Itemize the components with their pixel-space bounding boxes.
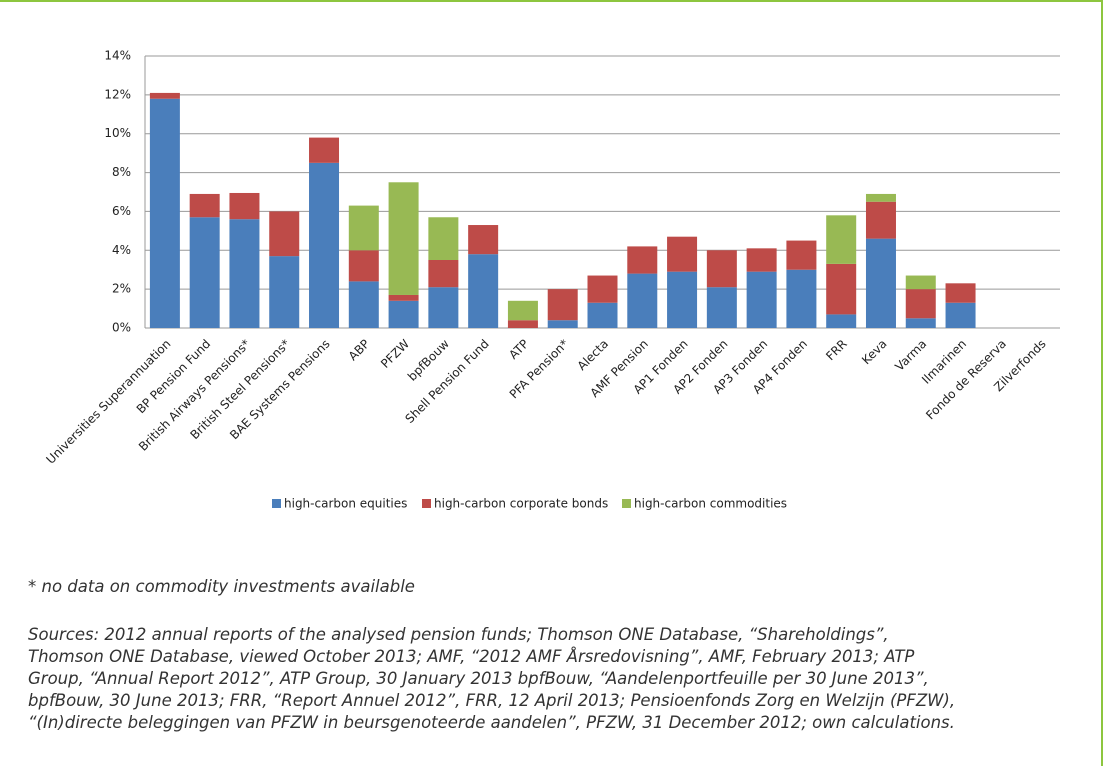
legend-swatch (622, 499, 631, 508)
bar-segment (348, 205, 379, 251)
legend-swatch (422, 499, 431, 508)
bar-segment (865, 238, 896, 328)
bar-segment (826, 215, 857, 264)
y-tick-label: 14% (104, 49, 131, 63)
sources: Sources: 2012 annual reports of the anal… (28, 624, 955, 734)
legend-swatch (272, 499, 281, 508)
x-tick-label: FRR (823, 337, 850, 364)
bar-segment (587, 302, 618, 328)
bar-segment (706, 287, 737, 328)
bar-segment (706, 250, 737, 288)
bar-segment (428, 260, 459, 288)
x-tick-label: ATP (506, 337, 531, 362)
x-tick-label: ABP (346, 337, 373, 364)
source-line: Thomson ONE Database, viewed October 201… (28, 647, 915, 666)
bar-segment (786, 240, 817, 270)
bar-segment (786, 269, 817, 328)
bar-segment (547, 289, 578, 321)
legend-label: high-carbon commodities (634, 497, 787, 511)
bar-segment (667, 271, 698, 328)
legend-label: high-carbon equities (284, 497, 407, 511)
bar-segment (269, 211, 300, 257)
bar-segment (229, 192, 260, 220)
bar-segment (348, 250, 379, 282)
bar-segment (587, 275, 618, 303)
bar-segment (826, 314, 857, 328)
x-tick-label: BP Pension Fund (134, 337, 214, 417)
source-line: Sources: 2012 annual reports of the anal… (28, 625, 889, 644)
bar-segment (905, 318, 936, 328)
bar-segment (667, 236, 698, 272)
source-line: “(In)directe beleggingen van PFZW in beu… (28, 713, 955, 732)
bar-segment (149, 98, 180, 328)
x-tick-label: Varma (892, 337, 929, 374)
footnote: * no data on commodity investments avail… (28, 577, 415, 596)
bar-segment (865, 201, 896, 239)
bar-segment (507, 320, 538, 328)
bar-segment (229, 219, 260, 328)
source-line: Group, “Annual Report 2012”, ATP Group, … (28, 669, 929, 688)
bar-segment (627, 273, 658, 328)
bar-segment (309, 137, 340, 163)
bar-segment (746, 271, 777, 328)
y-tick-label: 8% (112, 165, 131, 179)
bar-segment (826, 263, 857, 315)
bar-segment (507, 300, 538, 321)
bar-segment (746, 248, 777, 272)
x-tick-label: Keva (859, 337, 889, 367)
bar-segment (269, 256, 300, 328)
y-tick-label: 6% (112, 204, 131, 218)
source-line: bpfBouw, 30 June 2013; FRR, “Report Annu… (28, 691, 956, 710)
chart: 0%2%4%6%8%10%12%14%Universities Superann… (43, 49, 1060, 511)
bar-segment (189, 217, 220, 328)
bar-segment (428, 287, 459, 328)
legend-label: high-carbon corporate bonds (434, 497, 608, 511)
bar-segment (388, 300, 419, 328)
bar-segment (388, 294, 419, 301)
bar-segment (945, 302, 976, 328)
x-tick-label: Alecta (575, 337, 611, 373)
bar-segment (309, 162, 340, 328)
bar-segment (348, 281, 379, 328)
bar-segment (468, 225, 499, 255)
y-tick-label: 0% (112, 321, 131, 335)
bar-segment (468, 254, 499, 328)
bar-segment (945, 283, 976, 303)
bar-segment (627, 246, 658, 274)
bar-segment (189, 193, 220, 218)
y-tick-label: 10% (104, 126, 131, 140)
bar-segment (149, 92, 180, 99)
bar-segment (547, 320, 578, 328)
bar-segment (388, 182, 419, 295)
y-tick-label: 12% (104, 87, 131, 101)
y-tick-label: 2% (112, 282, 131, 296)
bar-segment (905, 275, 936, 290)
bar-segment (865, 193, 896, 202)
y-tick-label: 4% (112, 243, 131, 257)
x-tick-label: PFZW (378, 337, 412, 371)
bar-segment (905, 289, 936, 319)
bar-segment (428, 217, 459, 260)
